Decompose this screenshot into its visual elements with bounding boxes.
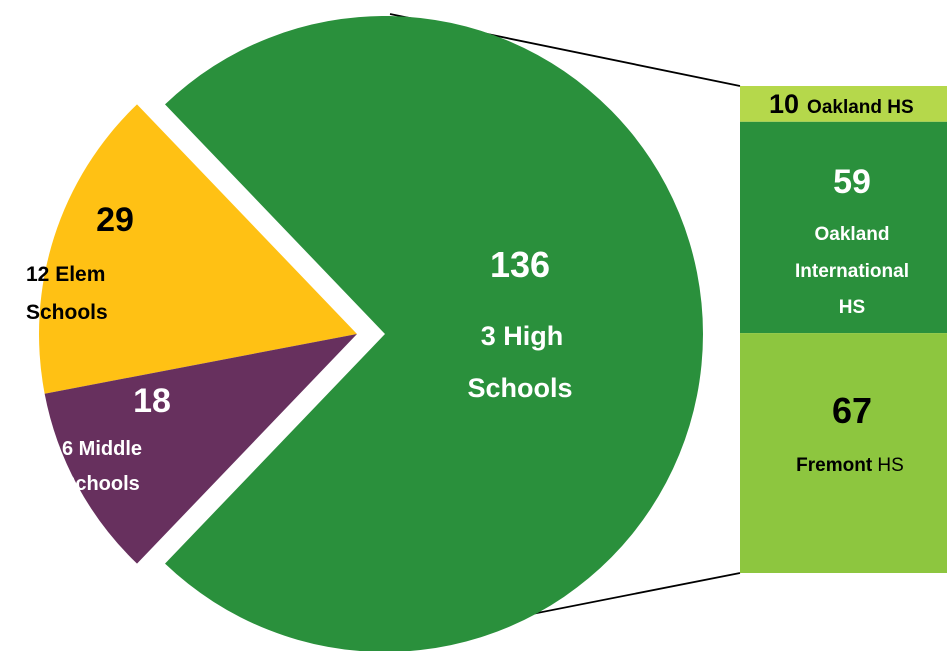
bar-label-oakland-international-name-line2: International xyxy=(795,261,909,282)
pie xyxy=(38,16,704,651)
data-label-elem-name-line2: Schools xyxy=(26,301,108,324)
pie-slice-high-schools xyxy=(165,16,704,651)
data-label-elem-name-line1: 12 Elem xyxy=(26,263,105,286)
bar-segment-fremont xyxy=(740,333,947,573)
breakdown-bar xyxy=(740,86,947,573)
bar-segment-oakland xyxy=(740,86,947,122)
bar-label-oakland-international-name-line3: HS xyxy=(839,297,865,318)
bar-label-oakland-name: Oakland HS xyxy=(807,97,914,118)
bar-label-oakland: 10 Oakland HS xyxy=(769,89,914,119)
pie-slice-middle-schools xyxy=(44,334,357,564)
pie-slice-elem-schools xyxy=(38,104,357,394)
data-label-middle-name-line1: 6 Middle xyxy=(62,438,142,460)
bar-label-oakland-value: 10 xyxy=(769,89,799,119)
bar-label-fremont-name-bold: Fremont xyxy=(796,455,873,476)
bar-label-fremont-name-normal: HS xyxy=(872,455,904,476)
data-label-high-value: 136 xyxy=(490,244,550,285)
data-label-middle-name-line2: Schools xyxy=(62,473,140,495)
bar-label-oakland-international-value: 59 xyxy=(833,163,871,201)
chart-labels: 136 3 High Schools 29 12 Elem Schools 18 6 Midd… xyxy=(26,89,914,495)
data-label-high-name-line1: 3 High xyxy=(481,321,564,351)
data-label-elem-value: 29 xyxy=(96,201,134,239)
bar-label-fremont-value: 67 xyxy=(832,390,872,431)
bar-label-oakland-international-name-line1: Oakland xyxy=(815,224,890,245)
bar-label-fremont: Fremont HS xyxy=(796,455,904,476)
data-label-middle-value: 18 xyxy=(133,382,171,420)
bar-segment-oakland-international xyxy=(740,121,947,334)
data-label-high-name-line2: Schools xyxy=(467,373,572,403)
